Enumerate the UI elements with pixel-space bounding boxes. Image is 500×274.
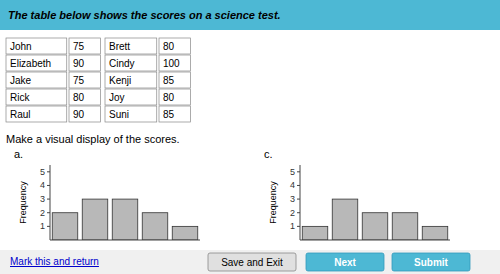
x-axis (300, 240, 450, 241)
chart-label: a. (14, 148, 23, 160)
chart: a. Frequency 1 2 3 4 5 (14, 148, 200, 240)
y-tick-label: 5 (290, 167, 295, 177)
bar (362, 213, 388, 240)
table-text: 80 (73, 92, 85, 103)
table-text: Joy (109, 92, 125, 103)
table-text: Cindy (109, 58, 135, 69)
table-cell (69, 72, 101, 88)
table-cell (159, 72, 191, 88)
table-cell (69, 89, 101, 105)
table-cell (159, 38, 191, 54)
plot-area (302, 199, 448, 240)
table-cell (159, 55, 191, 71)
y-tick-label: 3 (290, 194, 295, 204)
table-text: 100 (163, 58, 180, 69)
table-text: Raul (10, 109, 31, 120)
bar (52, 213, 78, 240)
table-text: Brett (109, 41, 130, 52)
table-text: Elizabeth (10, 58, 51, 69)
y-tick-label: 4 (40, 180, 45, 190)
button[interactable] (392, 253, 470, 271)
y-axis-label: Frequency (18, 181, 28, 224)
table-text: Rick (10, 92, 30, 103)
header-text: The table below shows the scores on a sc… (8, 9, 281, 21)
y-axis (50, 165, 51, 240)
y-tick-label: 5 (40, 167, 45, 177)
table-text: 80 (163, 92, 175, 103)
bar (392, 213, 418, 240)
bar (112, 199, 138, 240)
bar (422, 226, 448, 240)
bar (172, 226, 198, 240)
button-label[interactable]: Save and Exit (221, 257, 283, 268)
table-cell (105, 89, 157, 105)
table-cell (105, 38, 157, 54)
table-cell (6, 72, 67, 88)
table-cell (69, 38, 101, 54)
footer-bar (0, 250, 500, 274)
table-cell (69, 55, 101, 71)
y-axis (300, 165, 301, 240)
button[interactable] (306, 253, 384, 271)
bar (332, 199, 358, 240)
table-text: 90 (73, 58, 85, 69)
table-text: John (10, 41, 32, 52)
y-axis-label: Frequency (268, 181, 278, 224)
table-cell (6, 106, 67, 122)
mark-return-link[interactable]: Mark this and return (10, 256, 99, 267)
y-tick-label: 2 (40, 208, 45, 218)
table-text: 85 (163, 109, 175, 120)
y-tick-label: 1 (290, 221, 295, 231)
x-axis (50, 240, 200, 241)
chart-label: c. (264, 148, 273, 160)
y-tick-label: 4 (290, 180, 295, 190)
table-text: 75 (73, 75, 85, 86)
y-tick-label: 3 (40, 194, 45, 204)
table-text: 75 (73, 41, 85, 52)
table-cell (105, 55, 157, 71)
chart: c. Frequency 1 2 3 4 5 (264, 148, 450, 240)
y-tick-label: 2 (290, 208, 295, 218)
table-text: 90 (73, 109, 85, 120)
table-cell (105, 106, 157, 122)
table-text: Suni (109, 109, 129, 120)
table-text: Kenji (109, 75, 131, 86)
y-tick-label: 1 (40, 221, 45, 231)
table-cell (69, 106, 101, 122)
prompt-text: Make a visual display of the scores. (6, 133, 180, 145)
table-text: Jake (10, 75, 32, 86)
bar (142, 213, 168, 240)
table-text: 80 (163, 41, 175, 52)
table-cell (6, 89, 67, 105)
page: The table below shows the scores on a sc… (0, 0, 500, 274)
table-text: 85 (163, 75, 175, 86)
table-cell (105, 72, 157, 88)
table-cell (6, 55, 67, 71)
button-label[interactable]: Submit (414, 257, 449, 268)
button-label[interactable]: Next (334, 257, 356, 268)
bar (302, 226, 328, 240)
table-cell (6, 38, 67, 54)
bar (82, 199, 108, 240)
header-bar (0, 0, 500, 30)
button[interactable] (208, 253, 296, 271)
table-cell (159, 106, 191, 122)
table-cell (159, 89, 191, 105)
plot-area (52, 199, 198, 240)
